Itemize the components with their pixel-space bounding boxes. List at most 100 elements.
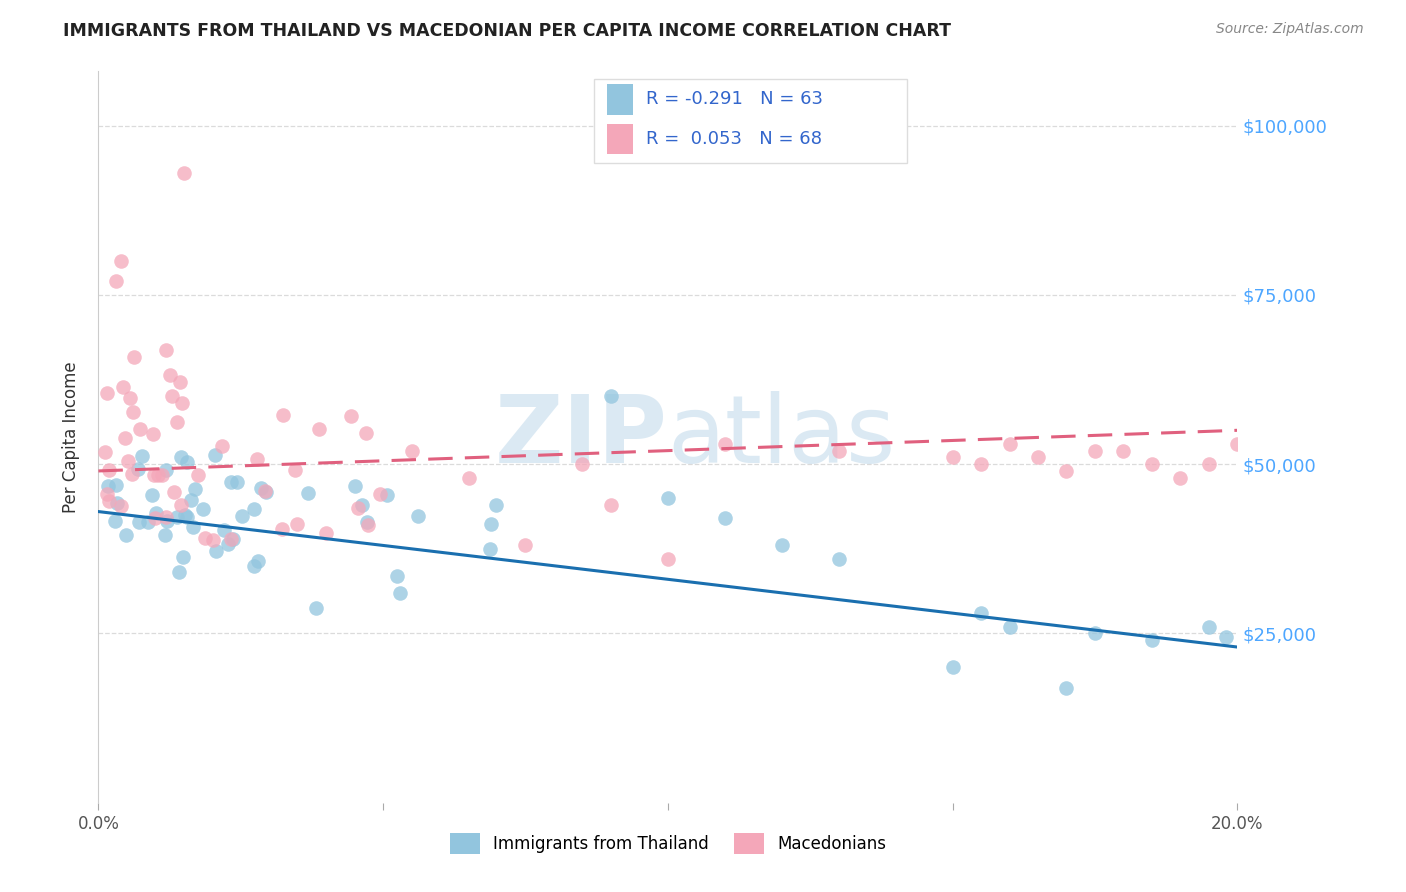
Point xyxy=(657,491,679,505)
Point xyxy=(159,368,181,383)
Point xyxy=(1170,471,1192,485)
Point xyxy=(176,455,198,469)
Text: R =  0.053   N = 68: R = 0.053 N = 68 xyxy=(647,130,823,148)
Point xyxy=(96,386,118,401)
Point xyxy=(169,376,191,390)
Text: R = -0.291   N = 63: R = -0.291 N = 63 xyxy=(647,90,823,109)
Point xyxy=(173,166,195,180)
Point xyxy=(117,454,139,468)
Point xyxy=(204,448,226,462)
Point xyxy=(170,498,193,512)
Point xyxy=(1215,630,1237,644)
Point xyxy=(181,520,204,534)
Point xyxy=(219,532,242,546)
Point xyxy=(478,541,501,556)
Point xyxy=(115,528,138,542)
Point xyxy=(194,531,217,545)
Point xyxy=(1056,681,1078,695)
Point xyxy=(205,543,228,558)
Point xyxy=(142,426,165,441)
Point xyxy=(401,443,423,458)
Point xyxy=(114,431,136,445)
Point xyxy=(1084,443,1107,458)
Point xyxy=(828,552,851,566)
Point xyxy=(170,450,193,465)
Text: atlas: atlas xyxy=(668,391,896,483)
Point xyxy=(457,471,479,485)
Point xyxy=(1140,457,1163,471)
Point xyxy=(170,396,193,410)
Point xyxy=(121,467,143,481)
Point xyxy=(998,437,1021,451)
Point xyxy=(1226,437,1249,451)
Point xyxy=(350,498,373,512)
Point xyxy=(305,600,328,615)
Point xyxy=(97,479,120,493)
Text: IMMIGRANTS FROM THAILAND VS MACEDONIAN PER CAPITA INCOME CORRELATION CHART: IMMIGRANTS FROM THAILAND VS MACEDONIAN P… xyxy=(63,22,952,40)
Point xyxy=(187,467,209,482)
Point xyxy=(138,515,160,529)
Point xyxy=(243,559,266,574)
Point xyxy=(571,457,593,471)
Point xyxy=(167,566,190,580)
Point xyxy=(254,485,277,500)
Point xyxy=(143,511,166,525)
Point xyxy=(1198,457,1220,471)
Point xyxy=(172,549,194,564)
Point xyxy=(970,457,993,471)
Point xyxy=(253,484,276,499)
Point xyxy=(155,509,177,524)
Point xyxy=(105,496,128,510)
Point xyxy=(385,568,408,582)
Point xyxy=(942,660,965,674)
Point xyxy=(315,525,337,540)
Point xyxy=(143,468,166,483)
Point xyxy=(96,487,118,501)
Point xyxy=(250,481,273,495)
Point xyxy=(183,483,205,497)
Point xyxy=(389,586,412,600)
Point xyxy=(479,516,502,531)
Point xyxy=(231,509,253,524)
Point xyxy=(245,452,267,467)
Point xyxy=(155,343,177,357)
Point xyxy=(122,350,145,364)
Point xyxy=(1026,450,1049,465)
Text: ZIP: ZIP xyxy=(495,391,668,483)
Point xyxy=(212,523,235,537)
Point xyxy=(225,475,247,490)
Point xyxy=(163,484,186,499)
Point xyxy=(828,443,851,458)
Point xyxy=(657,552,679,566)
Point xyxy=(600,389,623,403)
Point xyxy=(176,509,198,524)
Point xyxy=(128,515,150,529)
Point xyxy=(162,389,184,403)
Point xyxy=(356,515,378,529)
Point xyxy=(270,522,292,536)
Legend: Immigrants from Thailand, Macedonians: Immigrants from Thailand, Macedonians xyxy=(443,827,893,860)
Point xyxy=(150,467,173,482)
Point xyxy=(156,514,179,528)
Point xyxy=(112,380,135,394)
Point xyxy=(166,510,188,524)
Point xyxy=(193,501,215,516)
FancyBboxPatch shape xyxy=(607,124,633,154)
Point xyxy=(297,486,319,500)
Point xyxy=(1198,620,1220,634)
Point xyxy=(1140,633,1163,648)
Y-axis label: Per Capita Income: Per Capita Income xyxy=(62,361,80,513)
Point xyxy=(942,450,965,465)
Point xyxy=(222,532,245,546)
Point xyxy=(406,508,429,523)
FancyBboxPatch shape xyxy=(607,84,633,115)
Point xyxy=(770,538,793,552)
Point xyxy=(243,501,266,516)
Point xyxy=(714,511,737,525)
Point xyxy=(217,537,239,551)
Point xyxy=(118,391,141,405)
Point xyxy=(284,463,307,477)
Point xyxy=(271,408,294,422)
Point xyxy=(970,606,993,620)
Point xyxy=(357,518,380,533)
